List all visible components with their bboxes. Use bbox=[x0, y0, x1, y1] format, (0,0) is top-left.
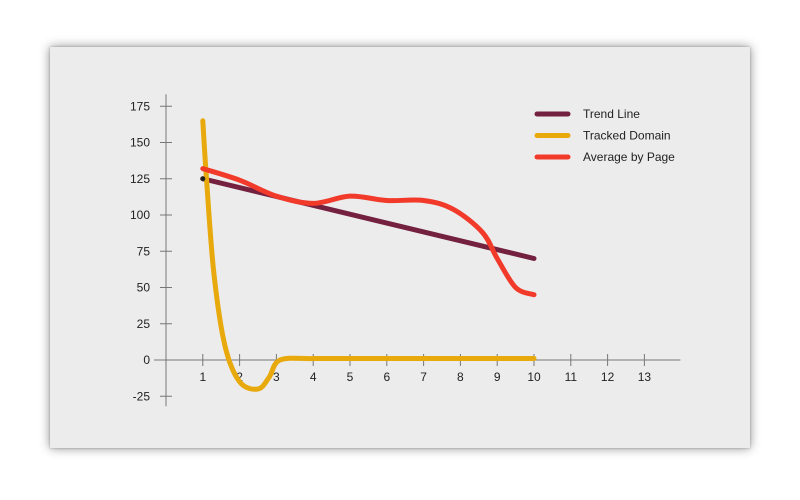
y-tick-label: -25 bbox=[133, 389, 151, 403]
x-tick-label: 3 bbox=[273, 370, 280, 384]
y-tick-label: 75 bbox=[137, 244, 151, 258]
chart-card: 175 150 125 100 75 50 25 0 -25 1 2 3 4 5 6 7 8 9 10 11 12 13 … bbox=[50, 47, 750, 448]
y-tick-label: 150 bbox=[130, 136, 150, 150]
x-tick-label: 1 bbox=[199, 370, 206, 384]
series-line-average-by-page bbox=[200, 166, 537, 298]
y-tick-label: 50 bbox=[137, 281, 151, 295]
y-tick-label: 175 bbox=[130, 99, 150, 113]
x-tick-label: 8 bbox=[457, 370, 464, 384]
x-tick-label: 10 bbox=[527, 370, 541, 384]
y-tick-label: 0 bbox=[143, 353, 150, 367]
legend-label-tracked-domain: Tracked Domain bbox=[583, 129, 671, 143]
x-tick-label: 7 bbox=[420, 370, 427, 384]
x-tick-label: 13 bbox=[638, 370, 652, 384]
x-tick-label: 6 bbox=[383, 370, 390, 384]
x-tick-label: 12 bbox=[601, 370, 615, 384]
legend-label-average-by-page: Average by Page bbox=[583, 150, 675, 164]
y-tick-label: 125 bbox=[130, 172, 150, 186]
x-tick-label: 11 bbox=[565, 370, 578, 384]
y-tick-label: 100 bbox=[130, 208, 150, 222]
series-line-trend-line bbox=[200, 176, 537, 261]
x-tick-label: 2 bbox=[236, 370, 243, 384]
trend-start-point bbox=[200, 176, 206, 182]
y-tick-label: 25 bbox=[137, 317, 151, 331]
x-tick-label: 4 bbox=[310, 370, 317, 384]
series-line-tracked-domain bbox=[200, 118, 537, 392]
x-tick-label: 9 bbox=[494, 370, 501, 384]
legend-label-trend-line: Trend Line bbox=[583, 107, 640, 121]
x-tick-label: 5 bbox=[347, 370, 354, 384]
